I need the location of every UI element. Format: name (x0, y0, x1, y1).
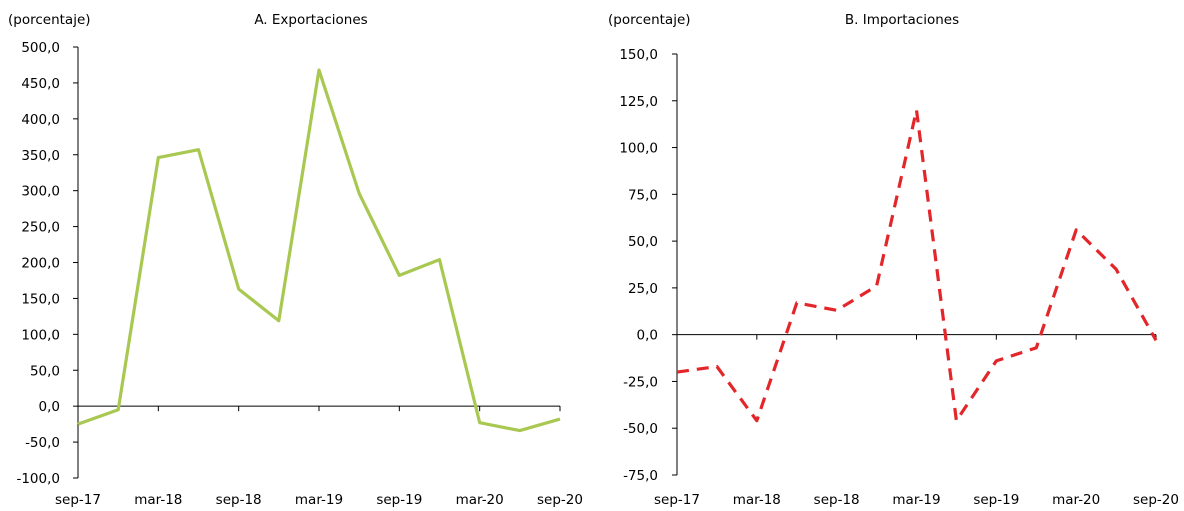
exports-y-tick-label: -100,0 (16, 471, 60, 487)
exports-y-tick-label: 100,0 (21, 327, 60, 343)
exports-x-tick-label: sep-20 (537, 492, 583, 508)
imports-ylabel: (porcentaje) (608, 12, 691, 28)
exports-title: A. Exportaciones (254, 12, 367, 28)
imports-x-tick-label: mar-20 (1052, 492, 1100, 508)
exports-x-tick-label: mar-19 (295, 492, 343, 508)
exports-x-tick-label: sep-19 (376, 492, 422, 508)
imports-x-tick-label: sep-18 (814, 492, 860, 508)
imports-y-tick-label: 100,0 (619, 141, 658, 157)
exports-y-tick-label: -50,0 (25, 435, 60, 451)
exports-y-tick-label: 300,0 (21, 184, 60, 200)
exports-y-tick-label: 0,0 (39, 399, 60, 415)
exports-x-tick-label: mar-18 (134, 492, 182, 508)
imports-y-tick-label: -75,0 (623, 468, 658, 484)
exports-y-tick-label: 450,0 (21, 76, 60, 92)
exports-y-tick-label: 50,0 (30, 363, 60, 379)
exports-x-tick-label: sep-18 (216, 492, 262, 508)
exports-y-tick-label: 250,0 (21, 220, 60, 236)
imports-title: B. Importaciones (845, 12, 959, 28)
exports-series-line (77, 68, 561, 433)
imports-y-tick-label: -25,0 (623, 374, 658, 390)
exports-ylabel: (porcentaje) (8, 12, 91, 28)
imports-y-tick-label: 75,0 (628, 187, 658, 203)
imports-y-tick-label: 150,0 (619, 47, 658, 63)
exports-y-tick-label: 500,0 (21, 40, 60, 56)
imports-y-tick-label: 50,0 (628, 234, 658, 250)
imports-y-tick-label: 125,0 (619, 94, 658, 110)
imports-y-tick-label: 0,0 (637, 328, 658, 344)
exports-y-tick-label: 400,0 (21, 112, 60, 128)
exports-x-tick-label: sep-17 (55, 492, 101, 508)
exports-y-tick-label: 150,0 (21, 291, 60, 307)
imports-x-tick-label: sep-19 (973, 492, 1019, 508)
exports-x-tick-label: mar-20 (456, 492, 504, 508)
exports-y-tick-label: 200,0 (21, 256, 60, 272)
exports-y-tick-label: 350,0 (21, 148, 60, 164)
imports-x-tick-label: mar-18 (733, 492, 781, 508)
imports-x-tick-label: sep-17 (654, 492, 700, 508)
imports-y-tick-label: -50,0 (623, 421, 658, 437)
imports-y-tick-label: 25,0 (628, 281, 658, 297)
imports-x-tick-label: mar-19 (892, 492, 940, 508)
imports-series-line (676, 108, 1158, 423)
imports-x-tick-label: sep-20 (1133, 492, 1179, 508)
